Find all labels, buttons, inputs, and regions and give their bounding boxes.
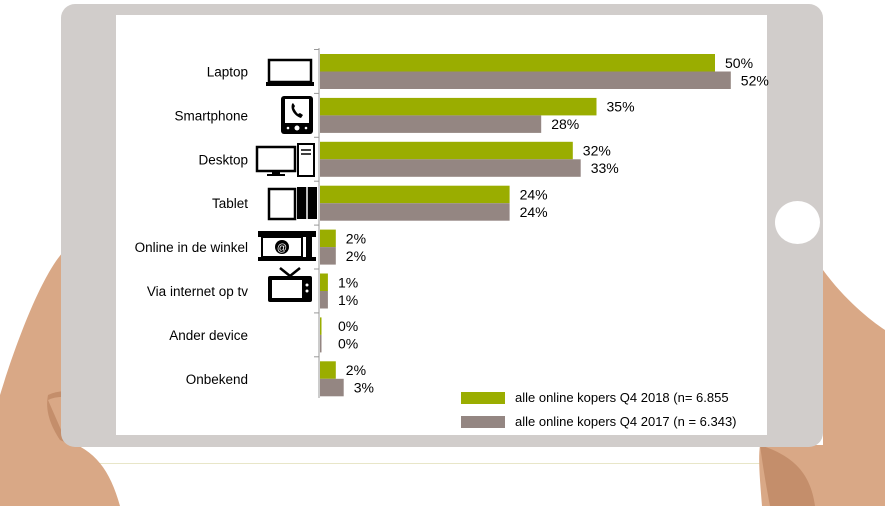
y-axis-ticks: [314, 49, 319, 358]
category-label: Ander device: [169, 328, 248, 343]
category-label: Via internet op tv: [147, 284, 248, 299]
desktop-icon: [255, 143, 315, 177]
category-labels: Laptop Smartphone Desktop Tablet Online in d…: [135, 65, 249, 387]
bar-2017: [320, 247, 336, 265]
home-button[interactable]: [775, 201, 820, 244]
data-label: 32%: [583, 143, 611, 159]
bar-2017: [320, 334, 322, 353]
legend: alle online kopers Q4 2018 (n= 6.855 all…: [461, 390, 737, 429]
data-label: 3%: [354, 380, 374, 396]
background-line: [0, 463, 885, 464]
category-label: Onbekend: [186, 372, 248, 387]
data-label: 0%: [338, 336, 358, 352]
category-label: Smartphone: [174, 108, 248, 123]
bar-2018: [320, 317, 322, 335]
tablet-icon: [267, 187, 317, 221]
data-label: 1%: [338, 292, 358, 308]
bar-2017: [320, 203, 510, 221]
bar-2017: [320, 291, 328, 309]
left-hand: [0, 250, 120, 506]
data-label: 2%: [346, 248, 366, 264]
svg-text:@: @: [277, 243, 287, 254]
bar-2018: [320, 361, 336, 379]
category-label: Desktop: [198, 152, 248, 167]
data-label: 50%: [725, 55, 753, 71]
data-label: 0%: [338, 318, 358, 334]
smartphone-icon: [281, 96, 313, 134]
data-label: 2%: [346, 230, 366, 246]
bar-2018: [320, 54, 715, 72]
bar-2018: [320, 185, 510, 204]
data-label: 1%: [338, 274, 358, 290]
bars: [320, 54, 731, 397]
tv-icon: [268, 267, 312, 302]
data-label: 33%: [591, 160, 619, 176]
bar-2018: [320, 229, 336, 248]
legend-swatch-2018: [461, 392, 505, 404]
category-label: Tablet: [212, 196, 248, 211]
data-label: 28%: [551, 116, 579, 132]
legend-swatch-2017: [461, 416, 505, 428]
category-label: Online in de winkel: [135, 240, 248, 255]
bar-2018: [320, 273, 328, 291]
store-terminal-icon: @: [258, 231, 316, 261]
right-palm-shadow: [760, 445, 815, 506]
right-hand: [759, 270, 885, 506]
data-label: 24%: [520, 204, 548, 220]
data-label: 2%: [346, 362, 366, 378]
legend-label-2018: alle online kopers Q4 2018 (n= 6.855: [515, 390, 729, 405]
legend-label-2017: alle online kopers Q4 2017 (n = 6.343): [515, 414, 737, 429]
laptop-icon: [266, 58, 314, 86]
data-label: 24%: [520, 186, 548, 202]
data-label: 52%: [741, 72, 769, 88]
bar-2017: [320, 159, 581, 177]
bar-2017: [320, 378, 344, 397]
category-label: Laptop: [207, 65, 248, 80]
bar-2017: [320, 115, 542, 133]
bar-2018: [320, 141, 573, 160]
bar-2017: [320, 71, 731, 89]
category-icons: @: [255, 58, 317, 302]
value-labels: 50%52% 35% 28%32%33% 24% 24% 2% 2% 1% 1% 0% 0% 2% 3%: [338, 55, 769, 396]
data-label: 35%: [607, 99, 635, 115]
bar-2018: [320, 97, 597, 116]
